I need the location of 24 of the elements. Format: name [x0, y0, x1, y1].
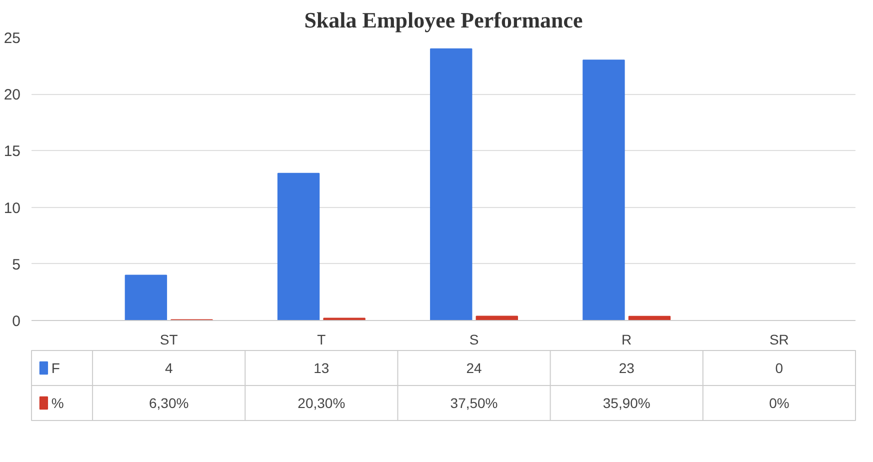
data-label: 24 — [466, 360, 482, 376]
data-label: 20,30% — [298, 395, 346, 411]
x-tick-label: S — [469, 332, 479, 348]
data-label: 4 — [164, 360, 173, 376]
data-label: 0 — [775, 360, 784, 376]
chart-title: Skala Employee Performance — [304, 8, 584, 32]
y-tick-label: 5 — [12, 256, 20, 274]
y-tick-label: 0 — [12, 313, 20, 330]
data-label: 6,30% — [148, 395, 189, 411]
y-tick-label: 10 — [4, 200, 21, 217]
data-label: 23 — [618, 360, 635, 376]
x-tick-label: R — [622, 332, 632, 348]
data-label: 0% — [769, 395, 790, 411]
data-label: 35,90% — [602, 395, 650, 411]
y-tick-label: 15 — [4, 143, 21, 160]
data-label: 37,50% — [450, 395, 498, 411]
legend-label: F — [51, 360, 60, 376]
x-tick-label: SR — [769, 332, 789, 348]
y-tick-label: 25 — [4, 30, 21, 47]
x-tick-label: ST — [160, 332, 178, 348]
x-tick-label: T — [317, 332, 326, 348]
y-tick-label: 20 — [4, 86, 21, 104]
legend-label: % — [51, 395, 64, 411]
data-label: 13 — [314, 360, 330, 376]
